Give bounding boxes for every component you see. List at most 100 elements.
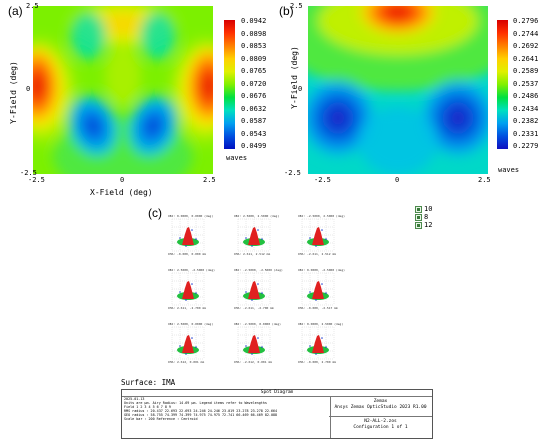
cb-b-tick: 0.2486 [513,92,539,100]
cb-a-tick: 0.0809 [241,54,267,63]
b-xtick-left: -2.5 [314,176,331,184]
table-config: Configuration 1 of 1 [353,425,408,430]
spot-blue-point [185,299,187,301]
spot-blue-point [257,229,259,231]
spot-blue-point [179,237,181,239]
spot-cell: OBJ: -2.5000, -2.5000 (deg) IMA: -2.611, … [234,268,283,312]
spot-plot [237,326,271,360]
spot-cell: OBJ: 2.5000, 2.5000 (deg) IMA: 2.611, 2.5… [234,214,279,258]
cb-a-tick: 0.0632 [241,104,267,113]
spot-blue-point [315,353,317,355]
table-file: N2-ALL-2.zos [364,419,397,424]
spot-cell-image-label: IMA: -2.611, -2.700 mm [234,306,274,310]
spot-cell-object-label: OBJ: -2.5000, 2.5000 (deg) [298,214,345,218]
b-ytick-bot: -2.5 [284,169,301,177]
cb-a-tick: 0.0543 [241,129,267,138]
spot-cell: OBJ: 2.5000, -2.5000 (deg) IMA: 2.611, -2… [168,268,215,312]
cb-b-tick: 0.2589 [513,67,539,75]
spot-red-points [182,227,194,245]
panel-label-c: (c) [148,206,162,220]
spot-blue-point [185,353,187,355]
b-ytick-mid: 0 [298,85,303,93]
spot-cell-image-label: IMA: -2.611, 2.512 mm [298,252,336,256]
a-xtick-left: -2.5 [28,176,45,184]
cb-b-tick: 0.2537 [513,79,539,88]
cb-b-tick: 0.2382 [513,117,539,125]
spot-blue-point [191,337,193,339]
a-ytick-mid: 0 [26,85,31,93]
spot-plot [171,218,205,252]
spot-red-points [248,227,260,245]
spot-blue-point [315,299,317,301]
spot-blue-point [195,292,197,294]
spot-blue-point [251,353,253,355]
spot-cell-image-label: IMA: -0.000, 2.700 mm [298,360,336,364]
surface-label: Surface: IMA [121,378,176,387]
spot-blue-point [325,292,327,294]
spot-cell-image-label: IMA: 2.611, -2.700 mm [168,306,206,310]
spot-blue-point [251,299,253,301]
spot-red-points [312,335,324,353]
cb-a-tick: 0.0765 [241,67,267,75]
spot-blue-point [325,346,327,348]
cb-b-tick: 0.2744 [513,29,539,38]
spot-cell: OBJ: 0.0000, 2.5000 (deg) IMA: -0.000, 2.… [298,322,344,366]
spot-cell-image-label: IMA: 2.612, 0.001 mm [168,360,205,364]
spot-cell-object-label: OBJ: 0.0000, 2.5000 (deg) [298,322,344,326]
spot-blue-point [321,337,323,339]
a-xlabel: X-Field (deg) [90,188,153,197]
table-stats: 2025-01-13 Units are µm. Airy Radius: 14… [122,397,331,438]
spot-blue-point [185,245,187,247]
cb-a-tick: 0.0587 [241,117,267,125]
table-scale-row: Scale bar : 200 Reference : Centroid [124,417,198,421]
cb-a-tick: 0.0720 [241,79,267,88]
table-company: Zemax [373,399,388,404]
spot-plot [301,326,335,360]
b-xtick-mid: 0 [395,176,400,184]
cb-a-tick: 0.0942 [241,17,267,25]
table-rms-row: RMS radius : 20.437 22.693 22.693 24.246… [124,409,278,413]
colorbar-b [497,20,508,149]
spot-red-points [182,335,194,353]
checkbox-icon [415,221,422,229]
a-xtick-right: 2.5 [203,176,216,184]
spot-cell: OBJ: 0.0000, -2.5000 (deg) IMA: -0.000, -… [298,268,345,312]
spot-info-table: Spot Diagram 2025-01-13 Units are µm. Ai… [121,389,433,439]
table-units: Units are µm. Airy Radius: 14.69 µm. Leg… [124,401,267,405]
cb-a-tick: 0.0676 [241,92,267,100]
heatmap-a [33,6,213,174]
spot-cell: OBJ: -2.5000, 0.0000 (deg) IMA: -2.612, 0… [234,322,281,366]
table-geo-row: GEO radius : 58.755 74.399 74.399 74.975… [124,413,278,417]
spot-blue-point [195,346,197,348]
spot-plot [237,218,271,252]
spot-cell-object-label: OBJ: 2.5000, -2.5000 (deg) [168,268,215,272]
legend-label: 8 [424,213,429,221]
spot-blue-point [321,229,323,231]
spot-blue-point [195,238,197,240]
colorbar-a [224,20,235,149]
spot-cell-image-label: IMA: -2.612, 0.001 mm [234,360,272,364]
spot-blue-point [309,291,311,293]
spot-blue-point [261,238,263,240]
spot-blue-point [315,245,317,247]
spot-red-points [182,281,194,299]
spot-cell-object-label: OBJ: 2.5000, 0.0000 (deg) [168,322,214,326]
table-meta: Zemax Ansys Zemax OpticStudio 2023 R1.00… [329,397,432,438]
table-field-row: Field 1 2 3 4 5 6 7 8 9 [124,405,171,409]
spot-blue-point [245,345,247,347]
legend-item-10: 10 [415,205,432,213]
spot-cell-object-label: OBJ: 0.0000, -2.5000 (deg) [298,268,345,272]
spot-blue-point [245,237,247,239]
spot-plot [171,326,205,360]
spot-blue-point [191,283,193,285]
panel-label-b: (b) [279,4,294,18]
table-title: Spot Diagram [122,390,432,397]
cb-a-tick: 0.0898 [241,29,267,38]
a-ytick-top: 2.5 [26,2,39,10]
spot-cell: OBJ: 2.5000, 0.0000 (deg) IMA: 2.612, 0.0… [168,322,214,366]
spot-blue-point [257,283,259,285]
checkbox-icon [415,205,422,213]
cb-b-tick: 0.2434 [513,104,539,113]
spot-blue-point [309,237,311,239]
cb-b-tick: 0.2796 [513,17,539,25]
